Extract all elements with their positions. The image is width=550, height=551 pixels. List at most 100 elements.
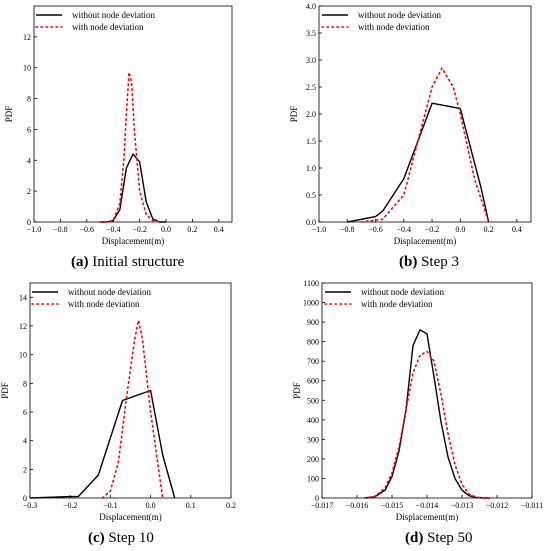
legend: without node deviation with node deviatio…: [35, 10, 155, 32]
x-tick-label: −0.8: [53, 225, 68, 234]
x-tick-label: 0.0: [146, 501, 156, 510]
x-tick-label: 0.4: [512, 225, 522, 234]
y-tick-label: 4: [23, 437, 27, 446]
legend: without node deviation with node deviatio…: [324, 287, 444, 309]
x-tick-label: −0.1: [103, 501, 118, 510]
caption-title: Step 3: [417, 254, 459, 270]
legend: without node deviation with node deviatio…: [31, 287, 151, 309]
y-tick-label: 0.5: [306, 191, 316, 200]
legend: without node deviation with node deviatio…: [321, 10, 441, 32]
y-tick-label: 800: [307, 338, 319, 347]
y-tick-label: 2.5: [306, 83, 316, 92]
y-tick-label: 0: [23, 494, 27, 503]
panel-caption: (b) Step 3: [399, 254, 459, 270]
y-axis-label: PDF: [0, 382, 10, 399]
x-tick-label: −0.4: [397, 225, 412, 234]
x-tick-label: −0.2: [63, 501, 78, 510]
x-tick-label: −0.6: [80, 225, 95, 234]
legend-label: without node deviation: [358, 10, 441, 20]
y-tick-label: 1100: [303, 279, 319, 288]
x-tick-label: −0.012: [486, 501, 509, 510]
y-tick-label: 100: [307, 474, 319, 483]
x-tick-label: −0.013: [451, 501, 474, 510]
y-tick-label: 14: [19, 293, 27, 302]
y-tick-label: 3.5: [306, 29, 316, 38]
y-tick-label: 2: [23, 465, 27, 474]
chart-panel-2: −1.0 −0.8 −0.6 −0.4 −0.2 0.0 0.2 0.4 0.0 0.5 1.0 1.…: [289, 2, 532, 270]
panel-caption: (c) Step 10: [88, 530, 154, 546]
y-axis-label: PDF: [292, 382, 302, 399]
y-tick-label: 8: [23, 379, 27, 388]
y-tick-label: 600: [307, 377, 319, 386]
series-line-with-node-deviation: [99, 71, 161, 223]
chart-panel-1: −1.0 −0.8 −0.6 −0.4 −0.2 0.0 0.2 0.4 0 2 4 6 8 10 12 Di…: [4, 5, 233, 270]
plot-frame: [33, 5, 233, 223]
y-tick-label: 400: [307, 416, 319, 425]
x-tick-label: 0.1: [186, 501, 196, 510]
y-tick-label: 900: [307, 318, 319, 327]
y-tick-label: 2: [27, 187, 31, 196]
chart-panel-4: −0.017 −0.016 −0.015 −0.014 −0.013 −0.012 −0.0…: [292, 279, 543, 546]
x-tick-label: −0.017: [311, 501, 334, 510]
series-line-without-node-deviation: [100, 153, 166, 223]
y-tick-label: 12: [23, 33, 31, 42]
y-tick-label: 300: [307, 435, 319, 444]
x-tick-label: −0.016: [346, 501, 369, 510]
x-tick-label: −0.4: [106, 225, 121, 234]
x-axis-label: Displacement(m): [99, 512, 161, 522]
plot-frame: [321, 282, 533, 499]
x-tick-label: −0.014: [416, 501, 439, 510]
x-axis-label: Displacement(m): [102, 236, 164, 246]
caption-letter: (c): [88, 530, 105, 546]
x-tick-label: 0.0: [455, 225, 465, 234]
y-tick-label: 500: [307, 396, 319, 405]
panel-caption: (d) Step 50: [405, 530, 473, 546]
legend-label: with node deviation: [358, 22, 430, 32]
x-tick-label: −0.2: [132, 225, 147, 234]
caption-letter: (b): [399, 254, 417, 270]
x-tick-label: −1.0: [312, 225, 327, 234]
x-tick-label: 0.2: [226, 501, 236, 510]
x-tick-label: −1.0: [27, 225, 42, 234]
caption-letter: (a): [71, 254, 89, 270]
plot-frame: [29, 282, 232, 499]
x-tick-label: 0.0: [161, 225, 171, 234]
y-tick-label: 8: [27, 95, 31, 104]
y-tick-label: 6: [23, 408, 27, 417]
y-tick-label: 4: [27, 156, 31, 165]
y-tick-label: 200: [307, 455, 319, 464]
x-tick-label: 0.2: [484, 225, 494, 234]
y-tick-label: 10: [19, 351, 27, 360]
y-tick-label: 6: [27, 125, 31, 134]
y-axis-label: PDF: [289, 106, 299, 123]
legend-label: with node deviation: [68, 299, 140, 309]
series-line-with-node-deviation: [360, 67, 490, 223]
panel-caption: (a) Initial structure: [71, 254, 185, 270]
series-line-without-node-deviation: [29, 389, 176, 499]
y-tick-label: 4.0: [306, 2, 316, 11]
caption-letter: (d): [405, 530, 423, 546]
x-tick-label: −0.8: [340, 225, 355, 234]
x-axis-label: Displacement(m): [396, 512, 458, 522]
x-tick-label: −0.011: [521, 501, 543, 510]
x-tick-label: 0.4: [214, 225, 224, 234]
x-tick-label: −0.015: [381, 501, 404, 510]
y-tick-label: 1.5: [306, 137, 316, 146]
x-tick-label: −0.6: [368, 225, 383, 234]
series-line-without-node-deviation: [363, 329, 490, 499]
legend-label: with node deviation: [72, 22, 144, 32]
y-tick-label: 0: [315, 494, 319, 503]
legend-label: without node deviation: [68, 287, 151, 297]
series-line-without-node-deviation: [347, 102, 490, 223]
y-tick-label: 2.0: [306, 110, 316, 119]
x-tick-label: −0.3: [23, 501, 38, 510]
caption-title: Step 50: [423, 530, 472, 546]
y-tick-label: 700: [307, 357, 319, 366]
caption-title: Step 10: [105, 530, 154, 546]
y-axis-label: PDF: [4, 106, 14, 123]
plot-frame: [318, 5, 532, 223]
y-tick-label: 10: [23, 64, 31, 73]
chart-panel-3: −0.3 −0.2 −0.1 0.0 0.1 0.2 0 2 4 6 8 10 12 14 Displace…: [0, 282, 236, 546]
x-tick-label: −0.2: [425, 225, 440, 234]
